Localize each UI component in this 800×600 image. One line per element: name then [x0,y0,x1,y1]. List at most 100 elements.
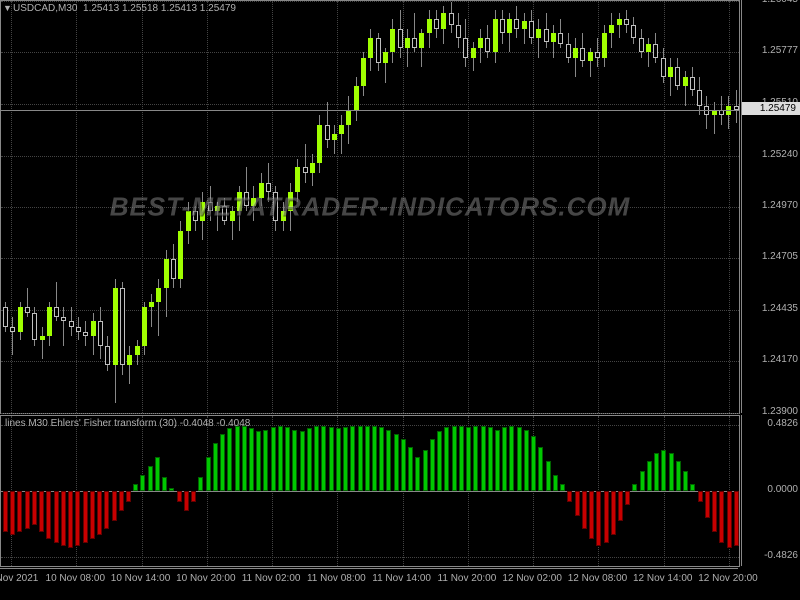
histogram-bar [531,436,536,491]
histogram-bar [97,491,102,535]
histogram-bar [83,491,88,543]
price-panel[interactable]: ▼ USDCAD,M30 1.25413 1.25518 1.25413 1.2… [0,0,740,414]
time-xaxis: 10 Nov 202110 Nov 08:0010 Nov 14:0010 No… [0,568,738,599]
xaxis-tick: 12 Nov 02:00 [502,573,562,584]
histogram-bar [140,475,145,491]
histogram-bar [119,491,124,511]
histogram-bar [632,484,637,491]
histogram-bar [10,491,15,535]
xaxis-tick: 10 Nov 2021 [0,573,38,584]
histogram-bar [408,447,413,491]
xaxis-tick: 11 Nov 02:00 [242,573,301,584]
histogram-bar [162,477,167,491]
symbol-title: USDCAD,M30 1.25413 1.25518 1.25413 1.254… [13,3,236,14]
histogram-bar [227,428,232,491]
histogram-bar [249,428,254,491]
histogram-bar [553,475,558,491]
watermark-text: BEST-METATRADER-INDICATORS.COM [110,192,631,223]
histogram-bar [184,491,189,511]
histogram-bar [54,491,59,543]
histogram-bar [625,491,630,505]
histogram-bar [444,427,449,491]
histogram-bar [517,427,522,491]
histogram-bar [705,491,710,518]
yaxis-tick: 1.26045 [744,0,798,5]
histogram-bar [17,491,22,532]
histogram-bar [466,427,471,491]
indicator-yaxis: 0.4826 0.0000 -0.4826 [741,415,800,566]
indicator-panel[interactable]: lines M30 Ehlers' Fisher transform (30) … [0,415,740,567]
histogram-bar [206,457,211,491]
histogram-bar [386,430,391,491]
yaxis-tick: -0.4826 [744,550,798,561]
histogram-bar [582,491,587,529]
histogram-bar [75,491,80,546]
yaxis-tick: 1.24705 [744,251,798,262]
symbol-label: USDCAD,M30 [13,3,77,14]
histogram-bar [343,427,348,491]
histogram-bar [502,427,507,491]
histogram-bar [567,491,572,502]
xaxis-tick: 10 Nov 14:00 [111,573,171,584]
histogram-bar [727,491,732,548]
histogram-bar [394,434,399,491]
histogram-bar [242,426,247,491]
histogram-bar [169,488,174,491]
histogram-bar [191,491,196,502]
chart-menu-icon[interactable]: ▼ [3,3,12,13]
histogram-bar [372,426,377,491]
histogram-bar [213,443,218,491]
histogram-bar [46,491,51,539]
yaxis-tick: 1.25240 [744,149,798,160]
yaxis-tick: 1.24170 [744,354,798,365]
yaxis-tick: 0.0000 [744,484,798,495]
histogram-bar [473,426,478,491]
histogram-bar [560,484,565,491]
histogram-bar [589,491,594,539]
histogram-bar [575,491,580,516]
histogram-bar [488,427,493,491]
histogram-bar [452,426,457,491]
histogram-bar [235,426,240,491]
histogram-bar [336,428,341,491]
chart-container: ▼ USDCAD,M30 1.25413 1.25518 1.25413 1.2… [0,0,800,600]
histogram-bar [647,461,652,491]
yaxis-tick: 1.24970 [744,200,798,211]
histogram-bar [307,428,312,491]
xaxis-tick: 11 Nov 08:00 [307,573,366,584]
histogram-bar [220,434,225,491]
histogram-bar [263,430,268,491]
price-tag: 1.25479 [742,102,800,115]
histogram-bar [148,466,153,491]
yaxis-tick: 1.24435 [744,303,798,314]
histogram-bar [596,491,601,546]
histogram-bar [3,491,8,532]
histogram-bar [719,491,724,543]
histogram-bar [415,457,420,491]
histogram-bar [112,491,117,521]
histogram-bar [278,426,283,491]
histogram-bar [430,439,435,491]
histogram-bar [604,491,609,543]
histogram-bar [524,430,529,491]
price-yaxis: 1.260451.257771.255101.252401.249701.247… [741,0,800,413]
histogram-bar [546,461,551,491]
histogram-bar [509,426,514,491]
histogram-bar [32,491,37,525]
histogram-bar [358,426,363,491]
histogram-bar [285,427,290,491]
histogram-bar [39,491,44,532]
histogram-bar [61,491,66,546]
histogram-bar [379,427,384,491]
histogram-bar [734,491,739,546]
histogram-bar [423,450,428,491]
current-price-line [1,110,739,111]
histogram-bar [321,426,326,491]
histogram-bar [712,491,717,532]
histogram-bar [350,426,355,491]
indicator-title: lines M30 Ehlers' Fisher transform (30) … [5,418,250,429]
histogram-bar [538,447,543,491]
histogram-bar [256,431,261,491]
histogram-bar [640,471,645,491]
yaxis-tick: 0.4826 [744,418,798,429]
